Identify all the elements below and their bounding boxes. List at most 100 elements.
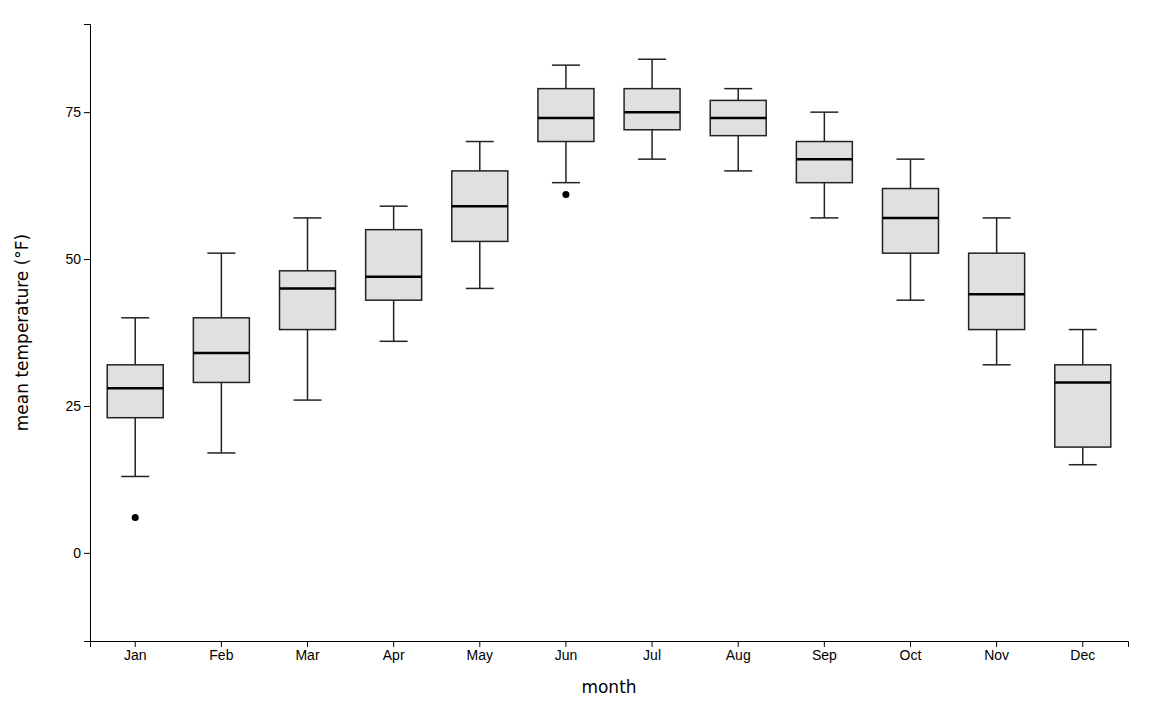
box [624,89,680,130]
upper-whisker [307,218,309,271]
tick: Jun [555,641,578,663]
y-axis: 0255075 [65,25,90,642]
lower-cap [724,170,752,172]
upper-whisker [1082,330,1084,365]
upper-cap [896,158,924,160]
lower-cap [380,341,408,343]
upper-whisker [824,112,826,141]
box-plot [624,59,680,159]
tick-label: Jan [124,647,147,663]
upper-cap [1069,329,1097,331]
tick-label: Feb [209,647,233,663]
flier [562,191,569,198]
lower-cap [983,364,1011,366]
box [107,365,163,418]
lower-whisker [910,253,912,300]
lower-cap [294,399,322,401]
tick-mark [84,259,90,260]
lower-whisker [996,330,998,365]
lower-whisker [393,300,395,341]
lower-whisker [1082,447,1084,465]
lower-whisker [307,330,309,401]
lower-cap [1069,464,1097,466]
upper-cap [638,59,666,61]
box-plot [280,218,336,400]
box [796,142,852,183]
lower-cap [896,299,924,301]
x-axis-title: month [581,677,636,697]
box-plot [969,218,1025,365]
box-plot [882,159,938,300]
median [710,117,766,120]
tick: Sep [812,641,837,663]
lower-cap [121,476,149,478]
box [538,89,594,142]
tick-label: Oct [900,647,922,663]
chart: 0255075JanFebMarAprMayJunJulAugSepOctNov… [0,0,1152,711]
box-plot [107,318,163,521]
lower-cap [810,217,838,219]
flier [132,514,139,521]
upper-whisker [393,206,395,230]
upper-cap [466,141,494,143]
tick: Oct [900,641,922,663]
axis-line [84,25,91,642]
tick-label: May [467,647,493,663]
lower-whisker [221,382,223,453]
median [280,287,336,290]
upper-cap [983,217,1011,219]
tick-label: 25 [65,398,81,414]
box-plot [193,253,249,453]
box [193,318,249,383]
lower-whisker [737,136,739,171]
upper-whisker [996,218,998,253]
box [280,271,336,330]
tick-mark [84,112,90,113]
tick-label: Aug [726,647,751,663]
median [969,293,1025,296]
box [366,230,422,301]
lower-cap [552,182,580,184]
upper-cap [724,88,752,90]
median [193,352,249,355]
tick: May [467,641,493,663]
tick: Jan [124,641,147,663]
lower-cap [207,452,235,454]
tick-mark [84,406,90,407]
tick-label: Nov [984,647,1009,663]
tick: Aug [726,641,751,663]
box [882,189,938,254]
tick-label: Mar [295,647,319,663]
lower-whisker [651,130,653,159]
lower-whisker [479,241,481,288]
median [882,217,938,220]
tick-label: Sep [812,647,837,663]
upper-cap [121,317,149,319]
upper-whisker [910,159,912,188]
upper-whisker [134,318,136,365]
upper-cap [294,217,322,219]
tick-label: Jun [555,647,578,663]
tick-label: 50 [65,251,81,267]
median [452,205,508,208]
upper-cap [380,205,408,207]
box [1055,365,1111,447]
lower-cap [638,158,666,160]
box [710,100,766,135]
tick: Dec [1070,641,1095,663]
median [796,158,852,161]
upper-cap [207,252,235,254]
upper-whisker [565,65,567,89]
tick: Feb [209,641,233,663]
box-plot [796,112,852,218]
plot: 0255075JanFebMarAprMayJunJulAugSepOctNov… [65,25,1128,663]
tick-mark [84,553,90,554]
box-plot [538,65,594,198]
lower-whisker [824,183,826,218]
tick: Apr [383,641,405,663]
axis-line [91,642,1129,648]
box-plot [452,142,508,289]
tick: 50 [65,251,90,267]
upper-whisker [737,89,739,101]
y-axis-title: mean temperature (°F) [12,234,32,431]
